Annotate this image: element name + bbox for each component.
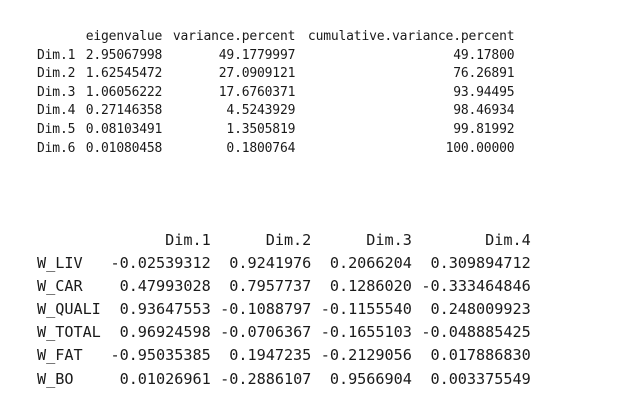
row-name: W_LIV [37, 254, 83, 273]
table-row: W_FAT -0.95035385 0.1947235 -0.2129056 0.017… [37, 344, 531, 367]
table-cell: -0.333464846 [421, 277, 531, 296]
table-row: W_BO 0.01026961 -0.2886107 0.9566904 0.00337… [37, 368, 531, 391]
row-name: Dim.3 [37, 84, 76, 100]
table-cell: 76.26891 [453, 66, 515, 82]
row-name: Dim.1 [37, 47, 76, 63]
table-cell: 0.96924598 [119, 323, 211, 342]
table-cell: 1.62545472 [85, 66, 163, 82]
table-cell: 0.01026961 [119, 369, 211, 388]
column-header: variance.percent [172, 29, 296, 44]
row-name: W_FAT [37, 346, 83, 365]
table-row: Dim.4 0.27146358 4.5243929 98.46934 [37, 102, 515, 121]
table-cell: 1.3505819 [226, 121, 296, 137]
row-name: W_BO [37, 369, 74, 388]
table-cell: 0.9566904 [329, 369, 412, 388]
header-row: Dim.1 Dim.2 Dim.3 Dim.4 [37, 229, 531, 252]
table-cell: 0.9241976 [229, 254, 312, 273]
row-name: Dim.4 [37, 103, 76, 119]
loadings-table: Dim.1 Dim.2 Dim.3 Dim.4 W_LIV -0.02539312 0.92… [37, 229, 531, 391]
table-row: Dim.2 1.62545472 27.0909121 76.26891 [37, 65, 515, 84]
table-cell: 2.95067998 [85, 47, 163, 63]
column-header: eigenvalue [85, 29, 163, 44]
column-header: Dim.3 [366, 231, 412, 249]
table-row: Dim.5 0.08103491 1.3505819 99.81992 [37, 121, 515, 140]
table-cell: 0.1947235 [229, 346, 312, 365]
table-cell: 100.00000 [445, 140, 515, 156]
table-cell: 17.6760371 [218, 84, 296, 100]
table-row: W_TOTAL 0.96924598 -0.0706367 -0.1655103 -0.… [37, 321, 531, 344]
table-cell: 93.94495 [453, 84, 515, 100]
table-cell: 0.27146358 [85, 103, 163, 119]
row-name: W_CAR [37, 277, 83, 296]
row-name: W_TOTAL [37, 323, 101, 342]
table-cell: 0.08103491 [85, 121, 163, 137]
table-cell: 1.06056222 [85, 84, 163, 100]
table-cell: 4.5243929 [226, 103, 296, 119]
row-name: Dim.2 [37, 66, 76, 82]
table-cell: -0.0706367 [220, 323, 312, 342]
table-cell: -0.2129056 [320, 346, 412, 365]
table-cell: -0.2886107 [220, 369, 312, 388]
table-cell: -0.1655103 [320, 323, 412, 342]
table-cell: 27.0909121 [218, 66, 296, 82]
table-row: Dim.6 0.01080458 0.1800764 100.00000 [37, 140, 515, 159]
column-header: Dim.2 [265, 231, 312, 249]
table-cell: 99.81992 [453, 121, 515, 137]
table-cell: 0.017886830 [430, 346, 531, 365]
row-name: W_QUALI [37, 300, 101, 319]
column-header: Dim.1 [165, 231, 211, 249]
table-cell: 98.46934 [453, 103, 515, 119]
table-cell: 0.47993028 [119, 277, 211, 296]
table-cell: 0.2066204 [329, 254, 412, 273]
table-row: Dim.1 2.95067998 49.1779997 49.17800 [37, 47, 515, 66]
row-name: Dim.6 [37, 140, 76, 156]
table-cell: 0.93647553 [119, 300, 211, 319]
row-name: Dim.5 [37, 121, 76, 137]
table-cell: -0.95035385 [110, 346, 211, 365]
table-row: W_CAR 0.47993028 0.7957737 0.1286020 -0.3334… [37, 275, 531, 298]
table-cell: -0.02539312 [110, 254, 211, 273]
eigenvalue-table: eigenvalue variance.percent cumulative.var… [37, 28, 515, 159]
table-cell: -0.1088797 [220, 300, 312, 319]
column-header: cumulative.variance.percent [307, 29, 515, 44]
table-row: Dim.3 1.06056222 17.6760371 93.94495 [37, 84, 515, 103]
table-cell: -0.048885425 [421, 323, 531, 342]
table-cell: 0.1286020 [329, 277, 412, 296]
table-cell: -0.1155540 [320, 300, 412, 319]
header-row: eigenvalue variance.percent cumulative.var… [37, 28, 515, 47]
table-cell: 0.1800764 [226, 140, 296, 156]
table-cell: 0.248009923 [430, 300, 531, 319]
table-cell: 0.309894712 [430, 254, 531, 273]
table-cell: 0.7957737 [229, 277, 312, 296]
table-cell: 49.1779997 [218, 47, 296, 63]
column-header: Dim.4 [485, 231, 531, 249]
table-row: W_LIV -0.02539312 0.9241976 0.2066204 0.3098… [37, 252, 531, 275]
table-row: W_QUALI 0.93647553 -0.1088797 -0.1155540 0.2… [37, 298, 531, 321]
table-cell: 0.01080458 [85, 140, 163, 156]
table-cell: 49.17800 [453, 47, 515, 63]
table-cell: 0.003375549 [430, 369, 531, 388]
